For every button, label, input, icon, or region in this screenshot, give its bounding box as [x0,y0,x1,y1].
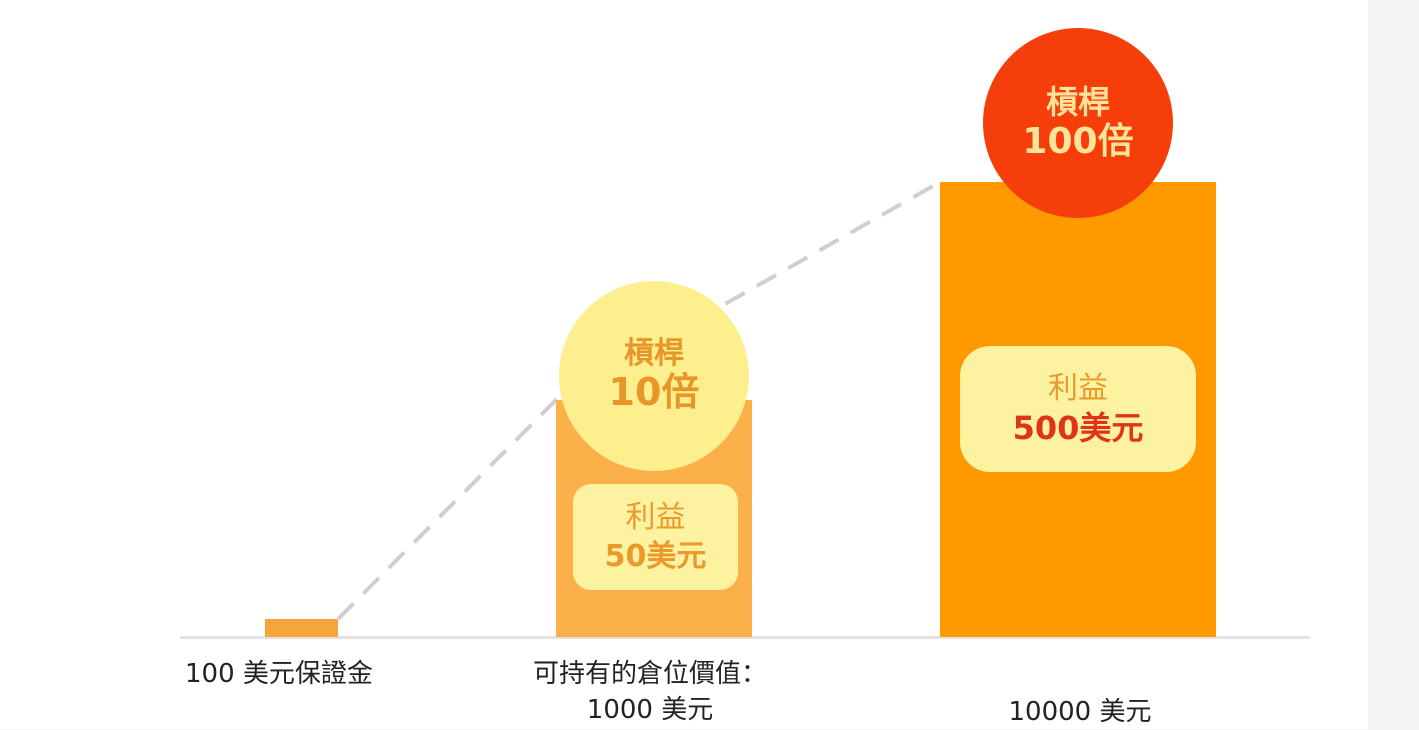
leverage-title: 槓桿 [1045,82,1110,121]
profit-badge-50: 利益 50美元 [573,484,738,590]
x-tick-label: 可持有的倉位價值： 1000 美元 [515,656,785,729]
leverage-value: 10倍 [608,370,700,415]
x-tick-label: 100 美元保證金 [185,656,405,692]
x-tick-label: 10000 美元 [995,694,1165,730]
profit-value: 500美元 [1012,408,1144,447]
bar-margin-100 [265,619,338,637]
x-tick-label-line: 100 美元保證金 [185,659,373,689]
leverage-chart: 利益 50美元 槓桿 10倍 利益 500美元 槓桿 100倍 100 美元保證… [0,0,1368,729]
leverage-badge-10x: 槓桿 10倍 [559,281,749,471]
leverage-title: 槓桿 [624,335,684,371]
leverage-badge-100x: 槓桿 100倍 [983,28,1173,218]
profit-value: 50美元 [604,539,707,574]
profit-badge-500: 利益 500美元 [960,346,1196,472]
x-tick-label-line: 1000 美元 [586,695,714,726]
profit-title: 利益 [1048,370,1108,406]
x-tick-label-line: 10000 美元 [1008,697,1152,727]
profit-title: 利益 [625,500,686,535]
leverage-value: 100倍 [1022,120,1134,162]
x-axis-baseline [180,636,1310,639]
x-tick-label-line: 可持有的倉位價值： [532,659,767,689]
